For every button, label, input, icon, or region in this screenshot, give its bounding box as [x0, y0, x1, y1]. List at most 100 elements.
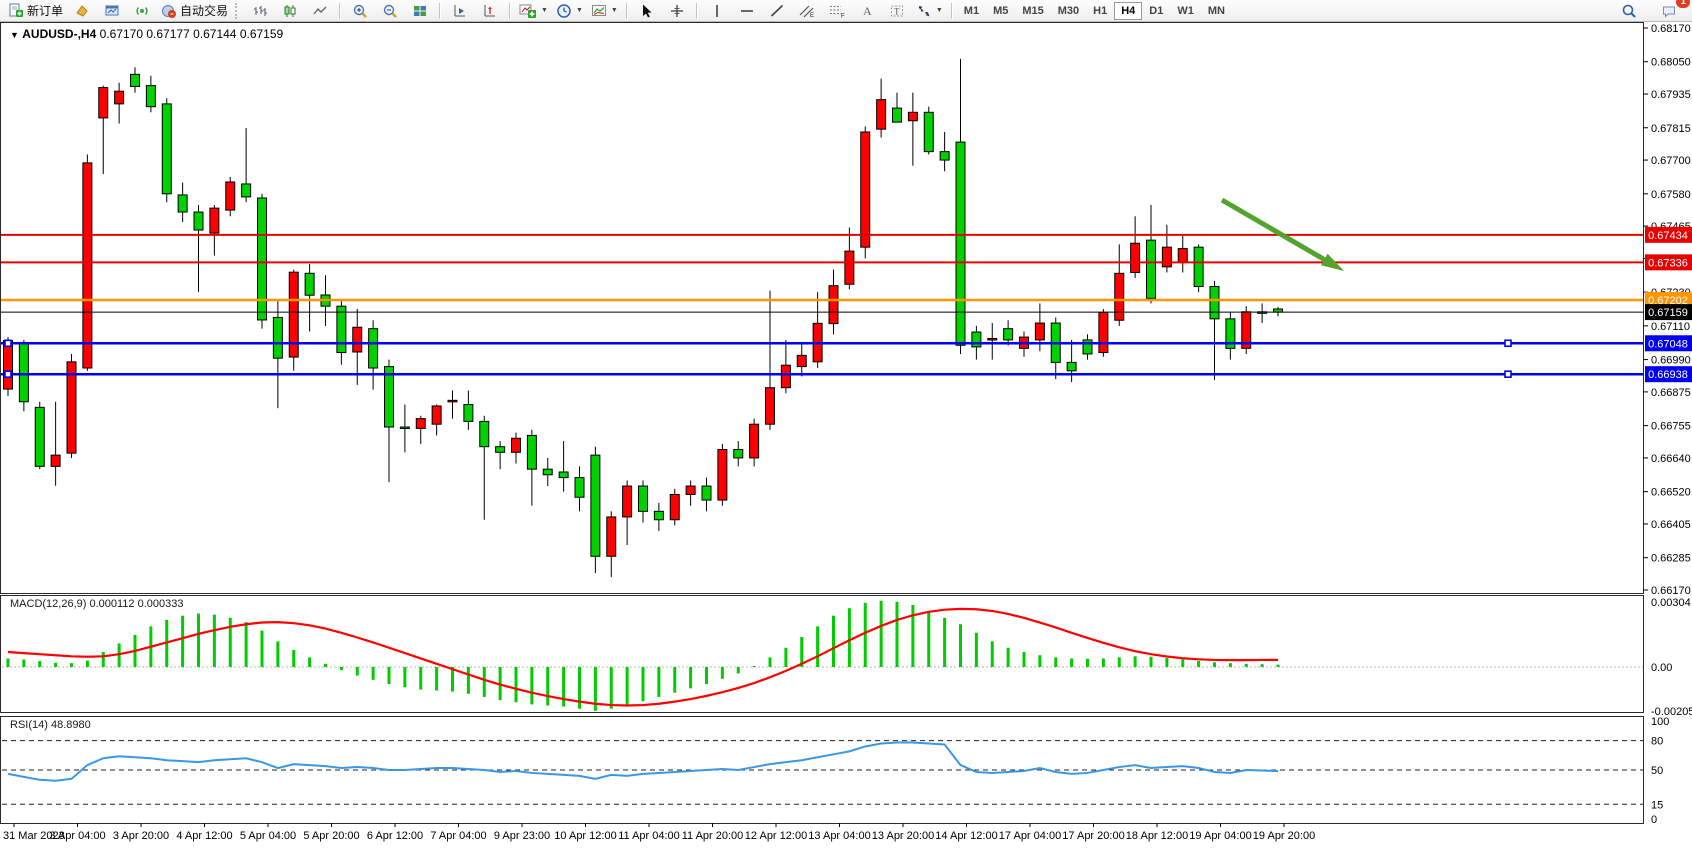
chart-area[interactable]: 0.68170 0.68050 0.67935 0.67815 0.67700 0.675… — [0, 22, 1692, 848]
svg-text:4 Apr 12:00: 4 Apr 12:00 — [176, 830, 232, 842]
svg-text:0.67580: 0.67580 — [1651, 189, 1691, 201]
channel-icon: E — [799, 5, 814, 19]
svg-text:0.67336: 0.67336 — [1648, 257, 1688, 269]
chart-shift-button[interactable] — [475, 0, 505, 22]
template-caret-icon: ▼ — [610, 7, 618, 14]
notifications-button[interactable]: 1 — [1654, 0, 1690, 22]
trendline-icon — [770, 4, 783, 17]
period-button[interactable]: ▼ — [552, 0, 587, 22]
add-indicator-button[interactable]: ▼ — [515, 0, 552, 22]
timeframe-m5[interactable]: M5 — [993, 4, 1009, 17]
timeframe-mn[interactable]: MN — [1207, 4, 1225, 17]
price-badge-resistance-1 — [1645, 226, 1692, 243]
timeframe-m15[interactable]: M15 — [1022, 4, 1044, 17]
tile-windows-icon — [414, 5, 427, 16]
timeframe-d1[interactable]: D1 — [1149, 4, 1164, 17]
svg-text:0.67048: 0.67048 — [1648, 338, 1688, 350]
level-handle-support-1[interactable] — [1504, 339, 1512, 348]
zoom-out-button[interactable] — [375, 0, 405, 22]
notification-count-badge: 1 — [1676, 0, 1690, 8]
timeframe-w1[interactable]: W1 — [1177, 4, 1194, 17]
timeframe-m30[interactable]: M30 — [1057, 4, 1080, 17]
auto-scroll-button[interactable] — [445, 0, 475, 22]
svg-text:13 Apr 20:00: 13 Apr 20:00 — [872, 830, 934, 842]
svg-text:-0.00205: -0.00205 — [1651, 706, 1692, 718]
new-order-button[interactable]: 新订单 — [4, 0, 67, 22]
candles — [3, 58, 1283, 578]
text-label-icon: T — [890, 5, 903, 16]
chart-canvas[interactable]: 0.68170 0.68050 0.67935 0.67815 0.67700 0.675… — [0, 22, 1692, 848]
template-button[interactable]: ▼ — [587, 0, 622, 22]
timeframe-h4[interactable]: H4 — [1114, 1, 1143, 20]
svg-text:12 Apr 12:00: 12 Apr 12:00 — [745, 830, 807, 842]
candle-chart-type-icon — [284, 4, 296, 17]
text-tool-button[interactable]: A — [852, 0, 882, 22]
symbol-period-label: AUDUSD-,H4 — [22, 27, 97, 41]
svg-text:17 Apr 04:00: 17 Apr 04:00 — [999, 830, 1061, 842]
template-icon — [591, 4, 606, 16]
channel-tool-button[interactable]: E — [792, 0, 822, 22]
search-button[interactable] — [1614, 0, 1644, 22]
zoom-in-button[interactable] — [345, 0, 375, 22]
chart-window-button[interactable] — [97, 0, 127, 22]
auto-trading-label: 自动交易 — [180, 4, 229, 18]
vertical-line-tool-button[interactable] — [702, 0, 732, 22]
rsi-line — [7, 741, 1279, 782]
horizontal-line-icon — [740, 9, 753, 12]
price-badge-support-2 — [1645, 366, 1692, 383]
svg-text:0.67110: 0.67110 — [1651, 321, 1690, 333]
svg-text:5 Apr 20:00: 5 Apr 20:00 — [303, 830, 359, 842]
cursor-tool-button[interactable] — [632, 0, 662, 22]
svg-text:5 Apr 04:00: 5 Apr 04:00 — [240, 830, 296, 842]
timeframe-h1[interactable]: H1 — [1093, 4, 1108, 17]
timeframe-m1[interactable]: M1 — [963, 4, 980, 17]
svg-text:7 Apr 04:00: 7 Apr 04:00 — [430, 830, 486, 842]
price-badge-pivot — [1645, 292, 1692, 309]
ohlc-close: 0.67159 — [239, 27, 284, 41]
svg-text:0.67434: 0.67434 — [1648, 230, 1688, 242]
line-chart-type-icon — [313, 6, 327, 14]
svg-text:19 Apr 04:00: 19 Apr 04:00 — [1189, 830, 1251, 842]
horizontal-line-tool-button[interactable] — [732, 0, 762, 22]
new-order-icon — [9, 3, 23, 17]
svg-text:6 Apr 12:00: 6 Apr 12:00 — [367, 830, 423, 842]
level-handle-support-2[interactable] — [4, 370, 12, 378]
level-handle-support-2[interactable] — [1504, 370, 1512, 378]
main-pane[interactable] — [0, 22, 1644, 594]
svg-text:0.66520: 0.66520 — [1651, 487, 1691, 499]
fibonacci-tool-button[interactable]: F — [822, 0, 852, 22]
svg-text:0.66640: 0.66640 — [1651, 453, 1691, 465]
bar-chart-type-icon — [254, 5, 268, 16]
svg-text:0.67159: 0.67159 — [1648, 307, 1688, 319]
tile-windows-button[interactable] — [405, 0, 435, 22]
svg-text:0.67700: 0.67700 — [1651, 155, 1691, 167]
text-label-tool-button[interactable]: T — [882, 0, 912, 22]
signals-button[interactable] — [127, 0, 157, 22]
crosshair-tool-button[interactable] — [662, 0, 692, 22]
collapse-triangle-icon[interactable]: ▼ — [10, 30, 19, 40]
arrows-icon — [918, 5, 930, 16]
market-depth-button[interactable] — [67, 0, 97, 22]
svg-text:0.00: 0.00 — [1651, 662, 1672, 674]
bar-chart-type-button[interactable] — [245, 0, 275, 22]
line-chart-type-button[interactable] — [305, 0, 335, 22]
trend-arrow[interactable] — [1220, 197, 1334, 267]
level-handle-support-1[interactable] — [4, 339, 12, 348]
arrows-tool-button[interactable]: ▼ — [912, 0, 947, 22]
svg-text:0.66170: 0.66170 — [1651, 585, 1691, 597]
add-indicator-icon — [519, 4, 537, 18]
text-icon: A — [863, 4, 872, 18]
price-badge-support-1 — [1645, 335, 1692, 352]
rsi-label: RSI(14) 48.8980 — [10, 719, 91, 731]
svg-text:13 Apr 04:00: 13 Apr 04:00 — [808, 830, 870, 842]
price-axis[interactable]: 0.68170 0.68050 0.67935 0.67815 0.67700 0.675… — [1643, 23, 1692, 826]
auto-trading-button[interactable]: 自动交易 — [157, 0, 232, 22]
macd-signal-line — [7, 607, 1279, 707]
svg-text:100: 100 — [1651, 716, 1669, 728]
candle-chart-type-button[interactable] — [275, 0, 305, 22]
svg-text:31 Mar 2023: 31 Mar 2023 — [3, 830, 65, 842]
chart-shift-icon — [484, 4, 496, 16]
trendline-tool-button[interactable] — [762, 0, 792, 22]
